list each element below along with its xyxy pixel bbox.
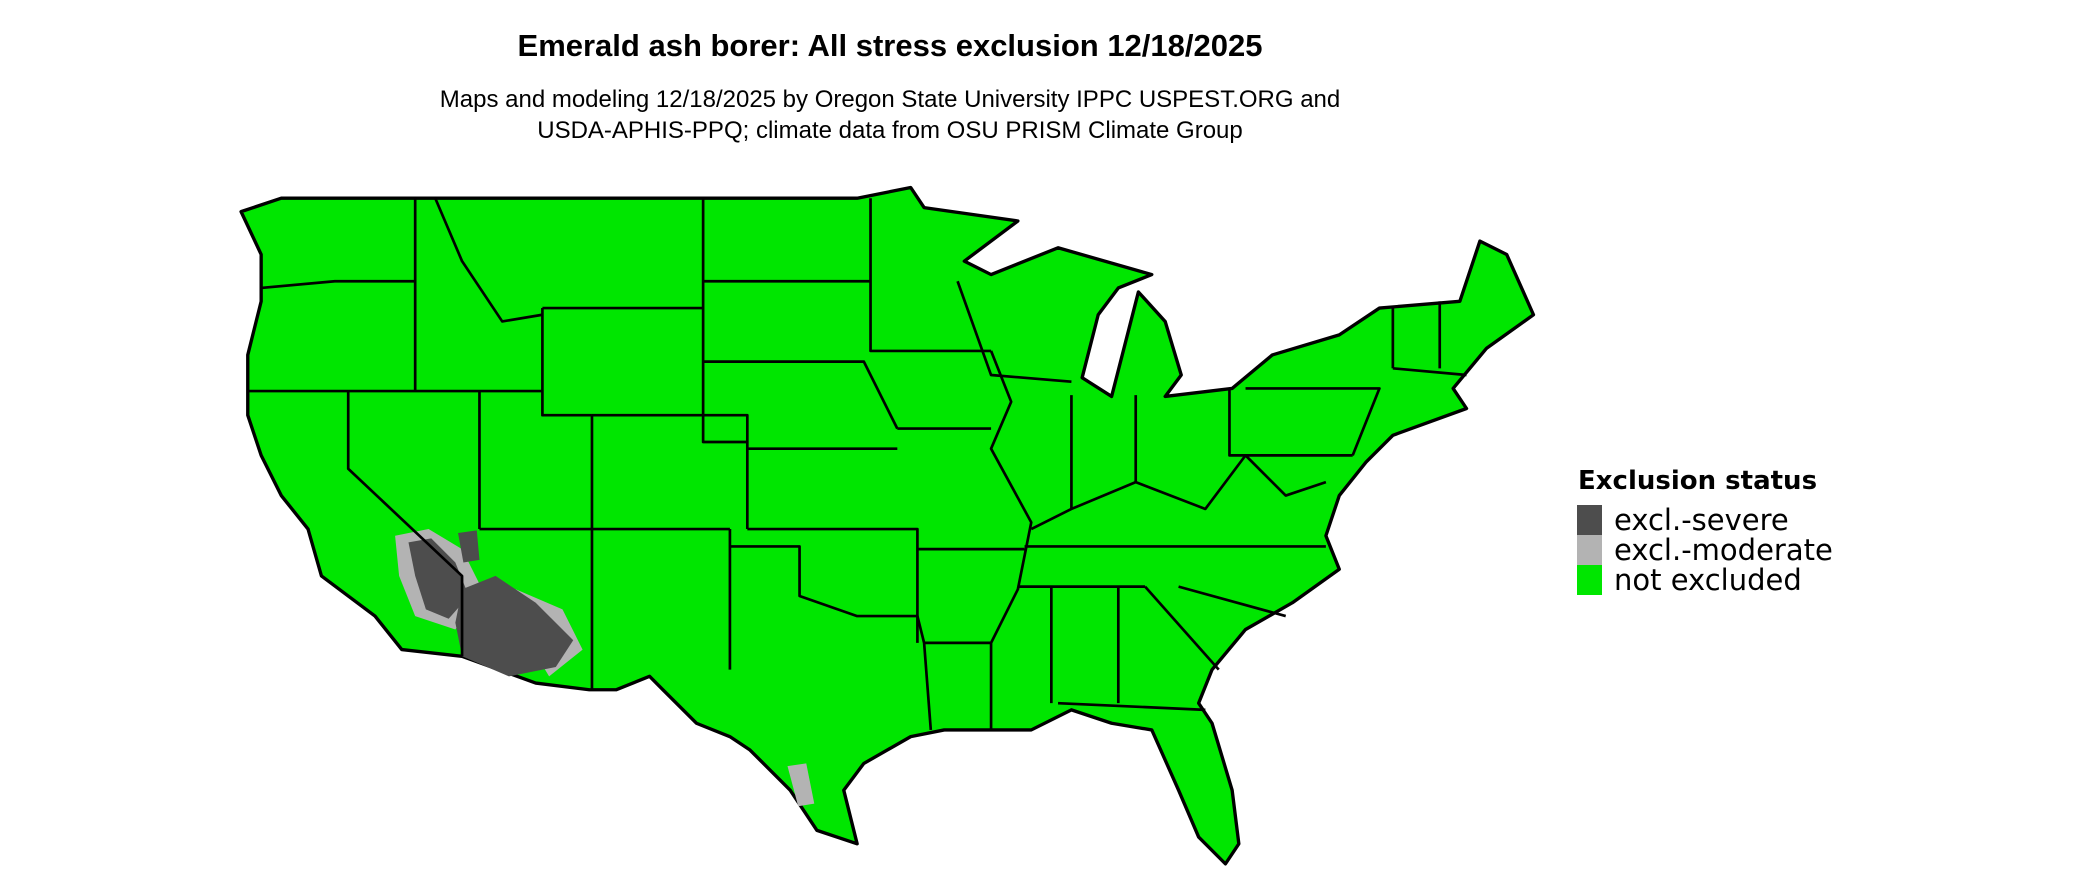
legend-swatch-moderate xyxy=(1577,535,1602,565)
legend-label: excl.-severe xyxy=(1614,503,1789,537)
legend-item-not-excluded: not excluded xyxy=(1577,565,1833,595)
legend-label: excl.-moderate xyxy=(1614,533,1833,567)
legend: Exclusion status excl.-severe excl.-mode… xyxy=(1577,466,1833,595)
map-title: Emerald ash borer: All stress exclusion … xyxy=(517,28,1263,63)
legend-item-moderate: excl.-moderate xyxy=(1577,535,1833,565)
legend-item-severe: excl.-severe xyxy=(1577,505,1833,535)
map-subtitle-line-1: Maps and modeling 12/18/2025 by Oregon S… xyxy=(439,86,1341,113)
legend-title: Exclusion status xyxy=(1578,466,1818,496)
legend-swatch-severe xyxy=(1577,505,1602,535)
state-borders xyxy=(247,197,1467,731)
map-subtitle-line-2: USDA-APHIS-PPQ; climate data from OSU PR… xyxy=(537,117,1243,144)
excl-severe-areas xyxy=(408,530,574,677)
legend-label: not excluded xyxy=(1614,563,1802,597)
us-outline xyxy=(239,185,1536,866)
legend-swatch-not-excluded xyxy=(1577,565,1602,595)
